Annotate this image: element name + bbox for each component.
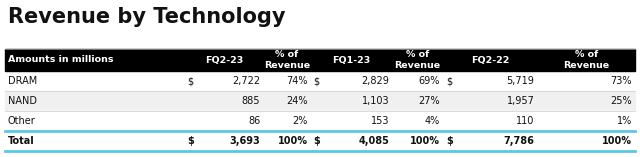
Text: $: $: [446, 136, 452, 146]
Text: 885: 885: [242, 96, 260, 106]
Text: Other: Other: [8, 116, 36, 126]
Text: $: $: [314, 76, 319, 86]
Text: 4%: 4%: [424, 116, 440, 126]
Text: 3,693: 3,693: [230, 136, 260, 146]
Text: $: $: [188, 76, 194, 86]
Text: FQ1-23: FQ1-23: [332, 56, 371, 65]
Text: $: $: [314, 136, 320, 146]
Text: % of
Revenue: % of Revenue: [264, 50, 310, 70]
Text: 24%: 24%: [286, 96, 308, 106]
Bar: [5, 71, 635, 91]
Text: NAND: NAND: [8, 96, 37, 106]
Bar: [5, 131, 635, 151]
Text: 73%: 73%: [611, 76, 632, 86]
Text: Amounts in millions: Amounts in millions: [8, 56, 113, 65]
Text: 1%: 1%: [617, 116, 632, 126]
Bar: [5, 111, 635, 131]
Text: $: $: [188, 136, 195, 146]
Text: 100%: 100%: [410, 136, 440, 146]
Text: 1,957: 1,957: [506, 96, 534, 106]
Text: 27%: 27%: [418, 96, 440, 106]
Text: Total: Total: [8, 136, 35, 146]
Text: 74%: 74%: [286, 76, 308, 86]
Text: 2%: 2%: [292, 116, 308, 126]
Text: 2,829: 2,829: [362, 76, 390, 86]
Bar: [5, 49, 635, 71]
Text: 7,786: 7,786: [504, 136, 534, 146]
Bar: [5, 91, 635, 111]
Text: 5,719: 5,719: [506, 76, 534, 86]
Text: % of
Revenue: % of Revenue: [395, 50, 441, 70]
Text: 25%: 25%: [611, 96, 632, 106]
Text: DRAM: DRAM: [8, 76, 37, 86]
Text: $: $: [446, 76, 452, 86]
Text: 86: 86: [248, 116, 260, 126]
Text: 4,085: 4,085: [358, 136, 390, 146]
Text: 100%: 100%: [278, 136, 308, 146]
Text: FQ2-22: FQ2-22: [471, 56, 509, 65]
Text: 153: 153: [371, 116, 390, 126]
Text: % of
Revenue: % of Revenue: [563, 50, 609, 70]
Text: Revenue by Technology: Revenue by Technology: [8, 7, 285, 27]
Text: FQ2-23: FQ2-23: [205, 56, 243, 65]
Text: 2,722: 2,722: [232, 76, 260, 86]
Text: 1,103: 1,103: [362, 96, 390, 106]
Text: 110: 110: [516, 116, 534, 126]
Text: 69%: 69%: [419, 76, 440, 86]
Text: 100%: 100%: [602, 136, 632, 146]
